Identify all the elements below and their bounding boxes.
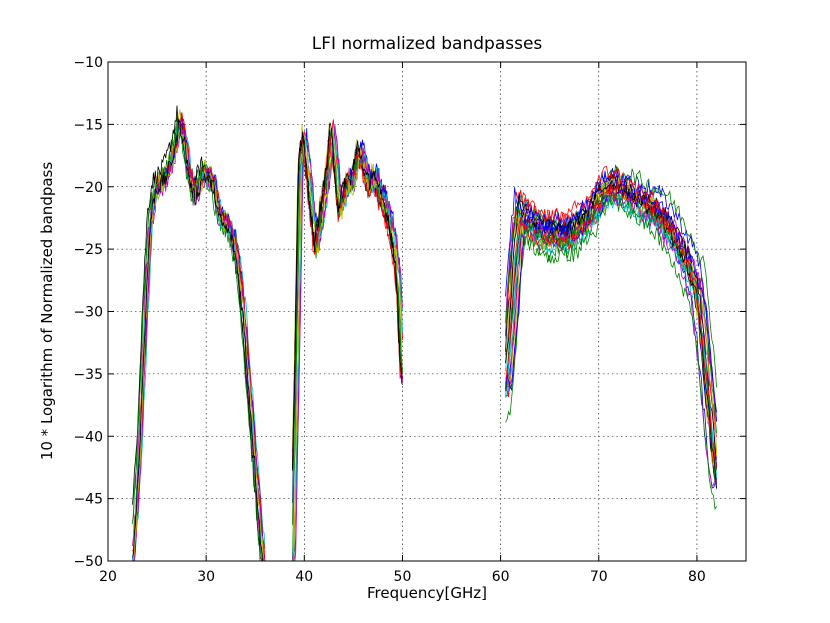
bandpass-curve <box>133 122 266 561</box>
bandpass-curve <box>292 119 403 561</box>
y-tick-label: −50 <box>73 554 103 570</box>
x-tick-label: 20 <box>99 569 117 585</box>
x-tick-label: 70 <box>590 569 608 585</box>
y-tick-label: −10 <box>73 55 103 71</box>
ticks: 20 30 40 50 60 70 80 −10 −15 −20 −25 −30 −35 −40 −45 −5… <box>73 55 746 585</box>
bandpass-curve <box>292 134 403 461</box>
bandpass-curve <box>505 183 717 467</box>
bandpass-curve <box>292 124 403 561</box>
bandpass-curve <box>292 122 403 471</box>
bandpass-curve <box>505 190 717 511</box>
y-tick-label: −30 <box>73 305 103 321</box>
bandpass-curve <box>293 132 403 561</box>
y-tick-label: −15 <box>73 117 103 133</box>
x-tick-label: 50 <box>394 569 412 585</box>
bandpass-curve <box>132 119 264 561</box>
x-tick-label: 30 <box>197 569 215 585</box>
bandpass-curve <box>132 105 266 561</box>
y-tick-label: −35 <box>73 367 103 383</box>
y-axis-label: 10 * Logarithm of Normalized bandpass <box>38 162 56 461</box>
bandpass-curve <box>505 177 717 466</box>
x-tick-label: 40 <box>295 569 313 585</box>
y-tick-label: −40 <box>73 429 103 445</box>
x-axis-label: Frequency[GHz] <box>367 584 487 602</box>
y-tick-label: −20 <box>73 180 103 196</box>
bandpass-curve <box>505 179 717 422</box>
x-tick-label: 80 <box>688 569 706 585</box>
series-group <box>132 105 717 561</box>
bandpass-curve <box>505 185 717 452</box>
bandpass-curve <box>505 165 717 469</box>
chart-title: LFI normalized bandpasses <box>312 34 543 54</box>
bandpass-curve <box>505 181 717 422</box>
bandpass-curve <box>505 182 717 489</box>
x-tick-label: 60 <box>492 569 510 585</box>
y-tick-label: −25 <box>73 242 103 258</box>
y-tick-label: −45 <box>73 492 103 508</box>
